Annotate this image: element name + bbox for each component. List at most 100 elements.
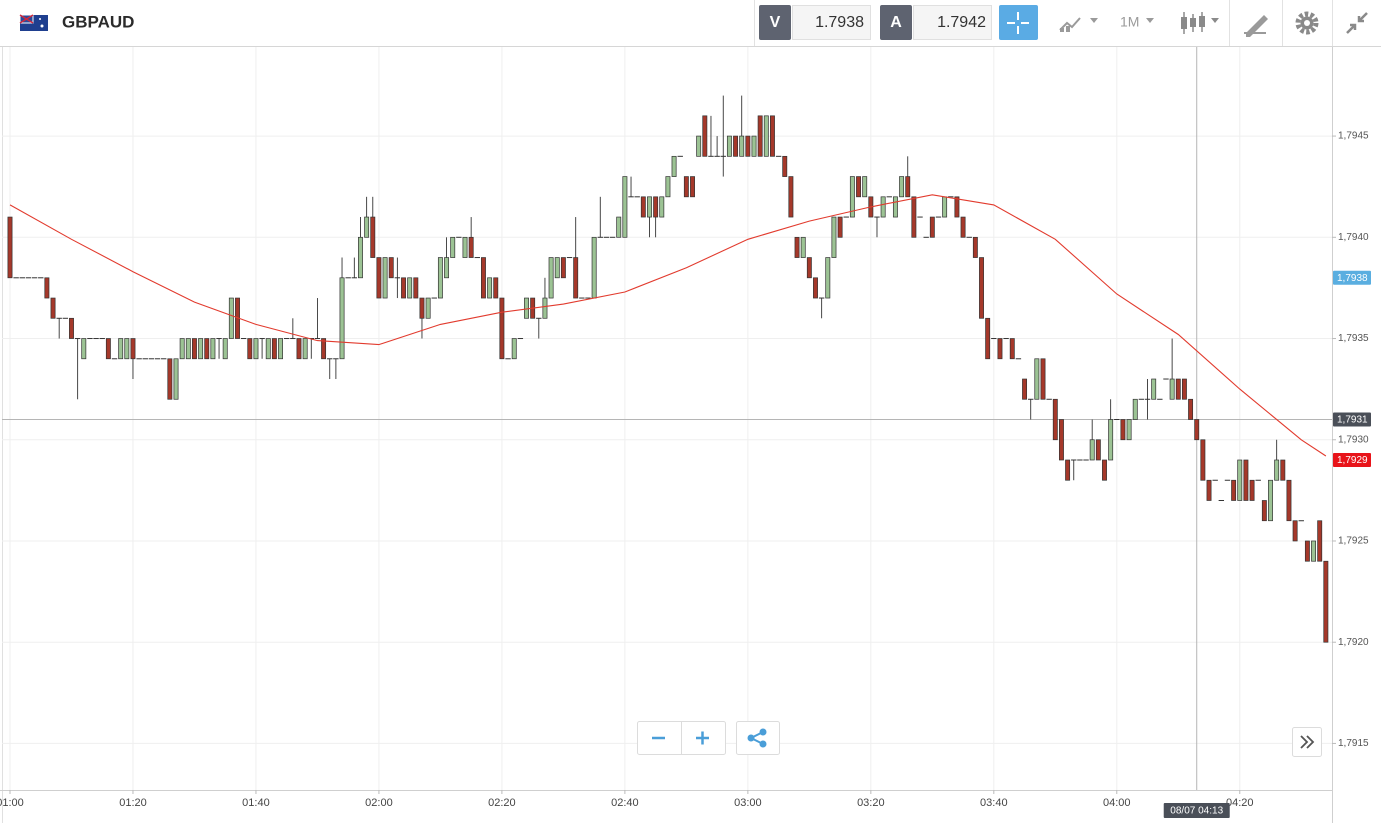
candle-body xyxy=(370,216,376,258)
candle-body xyxy=(487,277,493,299)
crosshair-x-marker xyxy=(1163,803,1230,818)
candle-body xyxy=(548,257,554,299)
crosshair-x-label: 08/07 04:13 xyxy=(1170,806,1223,817)
sell-label[interactable]: V xyxy=(770,14,781,31)
candle-body xyxy=(419,297,425,319)
sell-button[interactable]: V 1.7938 xyxy=(759,5,871,40)
scroll-end-button[interactable] xyxy=(1292,727,1322,757)
y-tick-label: 1,7915 xyxy=(1338,738,1369,749)
x-tick-label: 01:00 xyxy=(0,797,24,809)
candle-body xyxy=(1268,479,1273,522)
candle-body xyxy=(1194,419,1200,441)
draw-button[interactable] xyxy=(1244,15,1268,37)
candle-body xyxy=(751,135,757,157)
candle-body xyxy=(849,176,855,218)
candle-body xyxy=(542,297,548,319)
sell-price-box[interactable] xyxy=(792,5,871,40)
candle-body xyxy=(745,135,751,157)
candle-body xyxy=(929,216,935,238)
buy-button[interactable]: A 1.7942 xyxy=(880,5,992,40)
candle-body xyxy=(1151,378,1157,400)
candle-body xyxy=(997,338,1003,360)
price-marker-label: 1,7929 xyxy=(1337,455,1368,466)
candle-body xyxy=(788,176,794,218)
zoom-controls xyxy=(637,721,726,755)
x-tick-label: 04:00 xyxy=(1103,797,1131,809)
candle-body xyxy=(444,257,450,279)
toolbar xyxy=(0,0,1381,46)
candle-body xyxy=(124,338,130,360)
price-marker xyxy=(1333,453,1371,468)
sell-price[interactable]: 1.7938 xyxy=(815,14,864,31)
candle-body xyxy=(782,155,788,177)
candle-body xyxy=(44,277,50,299)
candle-body xyxy=(1206,479,1212,501)
price-marker-label: 1,7938 xyxy=(1337,273,1368,284)
candle-body xyxy=(210,338,216,360)
x-tick-label: 01:40 xyxy=(242,797,270,809)
sell-label-box[interactable] xyxy=(759,5,791,40)
x-tick-label: 03:20 xyxy=(857,797,885,809)
candle-body xyxy=(1040,358,1046,400)
buy-price-box[interactable] xyxy=(913,5,992,40)
candle-body xyxy=(468,236,474,258)
candle-body xyxy=(278,338,283,360)
share-button[interactable] xyxy=(736,721,780,755)
settings-button[interactable] xyxy=(1295,11,1319,35)
candle-body xyxy=(892,196,898,218)
collapse-button[interactable] xyxy=(1346,12,1368,34)
candle-body xyxy=(1120,419,1126,441)
candle-body xyxy=(1132,398,1138,420)
candle-body xyxy=(683,176,689,198)
buy-label-box[interactable] xyxy=(880,5,912,40)
candle-body xyxy=(1317,520,1323,562)
moving-average-line xyxy=(9,194,1327,457)
x-tick-label: 04:20 xyxy=(1226,797,1254,809)
x-tick-label: 03:40 xyxy=(980,797,1008,809)
candle-body xyxy=(302,338,308,360)
x-tick-label: 02:00 xyxy=(365,797,393,809)
candles-button[interactable] xyxy=(1181,12,1219,34)
price-marker xyxy=(1333,270,1371,285)
chart-type-button[interactable] xyxy=(1059,17,1098,32)
candle-body xyxy=(1237,459,1243,501)
candle-body xyxy=(972,236,978,258)
candle-body xyxy=(222,338,228,360)
candle-body xyxy=(413,277,419,299)
candle-body xyxy=(942,196,948,218)
buy-label[interactable]: A xyxy=(890,14,902,31)
candle-body xyxy=(425,297,431,319)
candle-body xyxy=(622,176,628,238)
candle-body xyxy=(831,216,837,258)
candle-body xyxy=(1108,419,1114,461)
candle-body xyxy=(659,196,665,218)
candle-body xyxy=(770,115,775,157)
candle-body xyxy=(554,257,560,279)
candle-body xyxy=(382,257,388,299)
candle-body xyxy=(1102,459,1107,481)
candle-body xyxy=(1249,479,1255,501)
candle-body xyxy=(640,196,646,218)
candle-body xyxy=(1058,419,1064,461)
candle-body xyxy=(450,236,456,258)
candle-body xyxy=(247,338,253,360)
candle-body xyxy=(462,236,468,258)
candle-body xyxy=(1261,500,1267,522)
y-tick-label: 1,7920 xyxy=(1338,637,1369,648)
candle-body xyxy=(954,196,960,218)
candle-body xyxy=(69,317,74,339)
timeframe-caret[interactable] xyxy=(1146,18,1154,23)
buy-price[interactable]: 1.7942 xyxy=(937,14,986,31)
timeframe[interactable]: 1M xyxy=(1120,14,1139,30)
candle-body xyxy=(228,297,234,339)
candle-body xyxy=(437,257,443,299)
candle-body xyxy=(1034,358,1040,400)
candle-body xyxy=(690,176,695,198)
y-tick-label: 1,7930 xyxy=(1338,434,1369,445)
y-tick-label: 1,7935 xyxy=(1338,333,1369,344)
candle-body xyxy=(739,135,745,157)
zoom-in-button[interactable] xyxy=(696,731,709,745)
crosshair-button[interactable] xyxy=(999,5,1038,40)
candle-body xyxy=(733,135,739,157)
